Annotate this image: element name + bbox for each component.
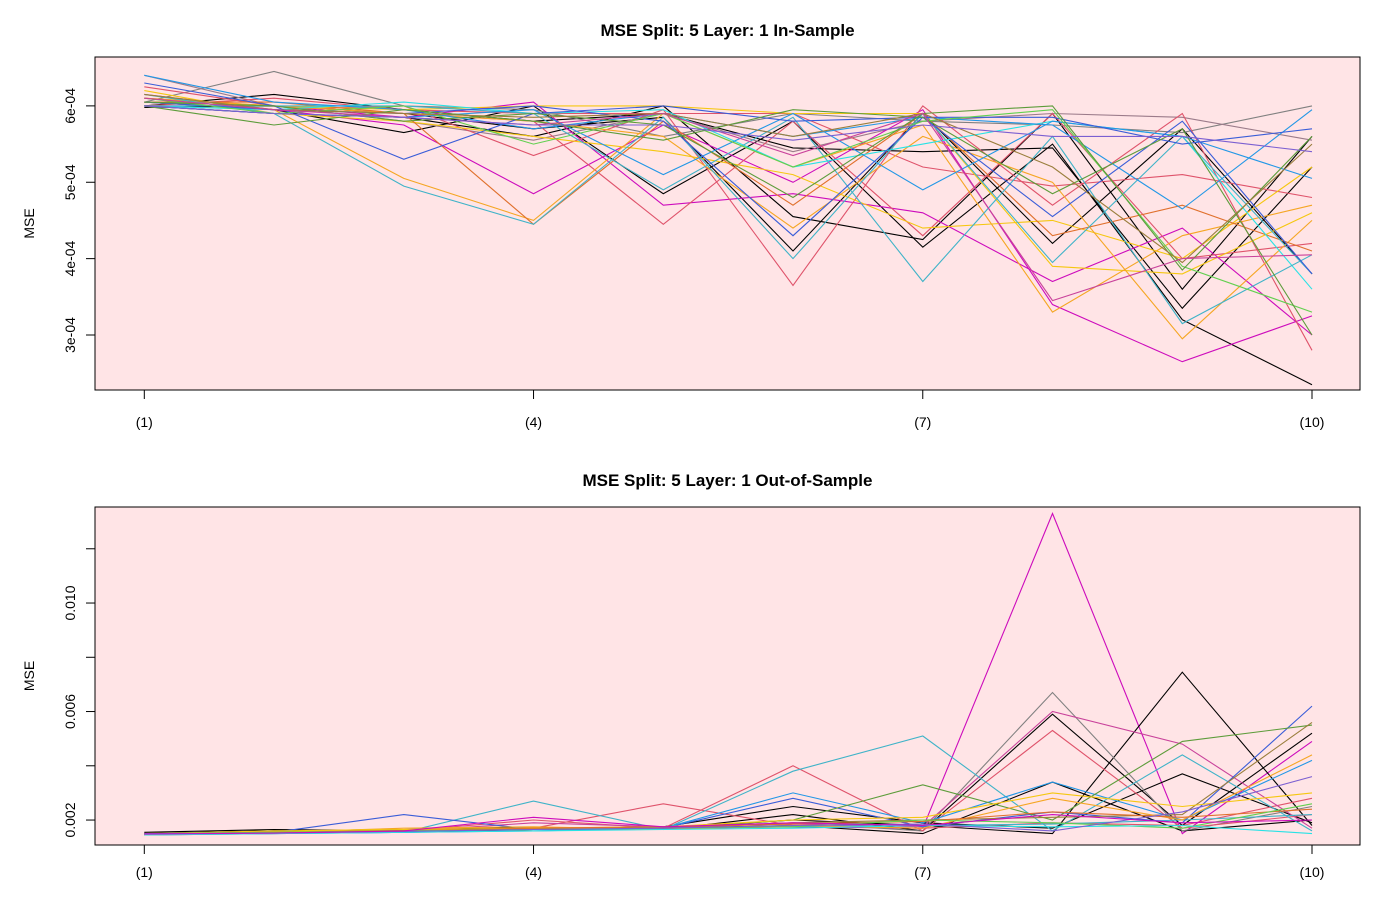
series-line-16	[144, 101, 1313, 252]
y-axis-label: MSE	[21, 661, 37, 691]
chart-panel-2: MSE Split: 5 Layer: 1 Out-of-Sample MSE (1…	[21, 471, 1361, 880]
series-line-3	[144, 101, 1313, 386]
y-axis-label: MSE	[21, 208, 37, 238]
plot-frame	[94, 506, 1361, 846]
series-line-18	[144, 93, 1313, 275]
x-tick-label: (7)	[914, 864, 931, 880]
series-group	[144, 512, 1313, 836]
y-tick-label: 0.010	[62, 585, 78, 620]
x-tick-label: (10)	[1300, 864, 1325, 880]
series-line-22	[144, 814, 1313, 835]
series-line-29	[144, 105, 1313, 153]
series-group	[144, 70, 1313, 386]
series-line-22	[144, 82, 1313, 160]
plot-frame	[94, 56, 1361, 391]
series-line-28	[144, 97, 1313, 302]
x-tick-label: (4)	[525, 864, 542, 880]
y-tick-label: 6e-04	[62, 88, 78, 124]
plot-background	[95, 57, 1360, 390]
x-tick-label: (4)	[525, 414, 542, 430]
y-tick-label: 5e-04	[62, 164, 78, 200]
series-line-1	[144, 93, 1313, 310]
x-tick-label: (10)	[1300, 414, 1325, 430]
plot-background	[95, 507, 1360, 845]
series-line-20	[144, 824, 1313, 836]
y-tick-label: 0.002	[62, 802, 78, 837]
series-line-12	[144, 705, 1313, 835]
x-tick-label: (1)	[136, 414, 153, 430]
y-tick-label: 0.006	[62, 694, 78, 729]
y-tick-label: 3e-04	[62, 317, 78, 353]
chart-title: MSE Split: 5 Layer: 1 In-Sample	[600, 21, 854, 40]
chart-title: MSE Split: 5 Layer: 1 Out-of-Sample	[583, 471, 873, 490]
x-tick-label: (7)	[914, 414, 931, 430]
x-tick-label: (1)	[136, 864, 153, 880]
series-line-17	[144, 792, 1313, 835]
series-line-27	[144, 93, 1313, 264]
y-tick-label: 4e-04	[62, 240, 78, 276]
chart-panel-1: MSE Split: 5 Layer: 1 In-Sample MSE (1) (4)…	[21, 21, 1361, 430]
